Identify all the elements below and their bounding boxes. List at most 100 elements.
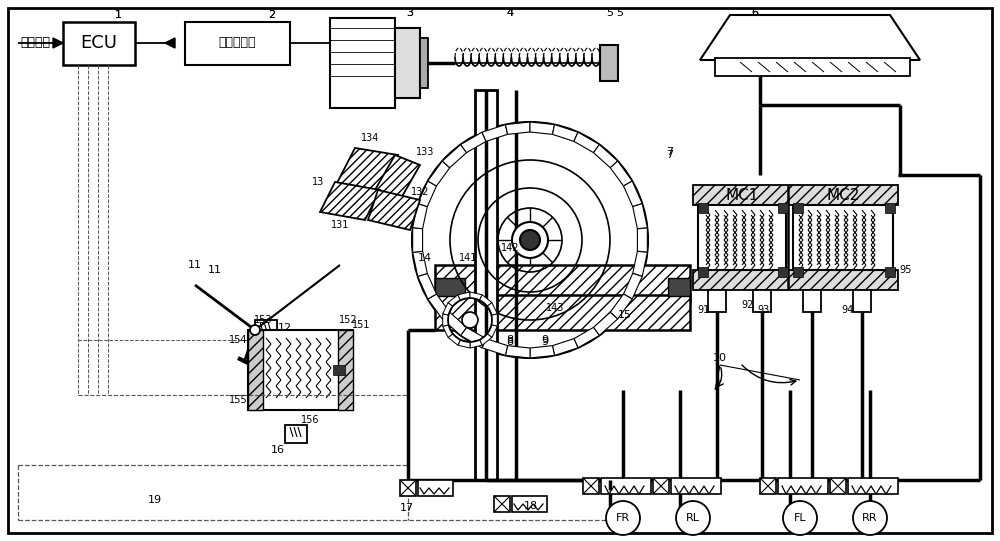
Text: 7: 7 xyxy=(666,150,674,160)
Polygon shape xyxy=(470,340,482,348)
Bar xyxy=(708,290,726,312)
Bar xyxy=(885,203,895,213)
Bar xyxy=(693,185,898,205)
Circle shape xyxy=(853,501,887,535)
Polygon shape xyxy=(413,251,427,276)
Bar xyxy=(715,58,910,76)
Bar xyxy=(671,478,721,494)
Text: 16: 16 xyxy=(271,445,285,455)
Text: 17: 17 xyxy=(400,503,414,513)
Bar xyxy=(693,270,898,290)
Text: 151: 151 xyxy=(352,320,370,330)
Polygon shape xyxy=(461,327,486,348)
Text: 5: 5 xyxy=(606,8,614,18)
Text: 11: 11 xyxy=(208,265,222,275)
Bar xyxy=(248,330,263,410)
Polygon shape xyxy=(428,294,450,319)
Bar xyxy=(698,267,708,277)
Text: FR: FR xyxy=(616,513,630,523)
Text: 1: 1 xyxy=(114,10,122,20)
Text: 94: 94 xyxy=(842,305,854,315)
Bar xyxy=(255,320,277,338)
Bar xyxy=(435,278,465,296)
Polygon shape xyxy=(368,190,420,230)
Text: 车辆信息: 车辆信息 xyxy=(20,36,50,49)
Circle shape xyxy=(250,325,260,335)
Bar xyxy=(333,365,345,375)
Text: 7: 7 xyxy=(666,147,674,157)
Bar xyxy=(753,290,771,312)
Text: 154: 154 xyxy=(229,335,247,345)
Bar xyxy=(63,22,135,65)
Polygon shape xyxy=(505,122,530,134)
Bar xyxy=(400,480,416,496)
Bar xyxy=(418,480,453,496)
Polygon shape xyxy=(482,124,508,141)
Text: 132: 132 xyxy=(411,187,429,197)
Bar xyxy=(185,22,290,65)
Polygon shape xyxy=(413,228,423,252)
Polygon shape xyxy=(470,292,482,300)
Polygon shape xyxy=(610,294,632,319)
Circle shape xyxy=(676,501,710,535)
Polygon shape xyxy=(442,312,467,335)
Polygon shape xyxy=(491,314,497,326)
Text: 6: 6 xyxy=(752,8,759,18)
Text: ECU: ECU xyxy=(80,34,118,52)
Polygon shape xyxy=(530,346,555,358)
Text: 电机控制器: 电机控制器 xyxy=(218,36,256,49)
Polygon shape xyxy=(530,122,555,134)
Bar xyxy=(793,205,893,270)
Polygon shape xyxy=(610,161,632,186)
Bar xyxy=(853,290,871,312)
Polygon shape xyxy=(458,292,470,300)
Text: 8: 8 xyxy=(506,337,514,347)
Polygon shape xyxy=(443,325,453,338)
Bar xyxy=(793,203,803,213)
Polygon shape xyxy=(448,334,460,345)
Polygon shape xyxy=(487,325,497,338)
Polygon shape xyxy=(574,132,599,153)
Text: 155: 155 xyxy=(229,395,247,405)
Polygon shape xyxy=(505,346,530,358)
Polygon shape xyxy=(487,302,497,315)
Text: 2: 2 xyxy=(268,10,276,20)
Text: 19: 19 xyxy=(148,495,162,505)
Bar xyxy=(494,496,510,512)
Text: 91: 91 xyxy=(697,305,709,315)
Polygon shape xyxy=(633,203,647,229)
Polygon shape xyxy=(480,334,492,345)
Text: RL: RL xyxy=(686,513,700,523)
Bar xyxy=(778,478,828,494)
Text: 12: 12 xyxy=(278,323,292,333)
Bar xyxy=(885,267,895,277)
Text: RR: RR xyxy=(862,513,878,523)
Bar xyxy=(760,478,776,494)
Text: 9: 9 xyxy=(541,335,549,345)
Bar xyxy=(778,203,788,213)
Polygon shape xyxy=(53,38,63,48)
Text: 1: 1 xyxy=(114,10,122,20)
Polygon shape xyxy=(624,273,642,299)
Circle shape xyxy=(512,222,548,258)
Bar xyxy=(803,290,821,312)
Text: 10: 10 xyxy=(713,353,727,363)
Bar xyxy=(583,478,599,494)
Text: 3: 3 xyxy=(406,8,414,18)
Text: 8: 8 xyxy=(506,335,514,345)
Circle shape xyxy=(606,501,640,535)
Text: 93: 93 xyxy=(757,305,769,315)
Bar xyxy=(338,330,353,410)
Text: 18: 18 xyxy=(524,501,538,511)
Polygon shape xyxy=(633,251,647,276)
Polygon shape xyxy=(458,340,470,348)
Text: 4: 4 xyxy=(506,8,514,18)
Text: 13: 13 xyxy=(312,177,324,187)
Text: 142: 142 xyxy=(501,243,519,253)
Text: 5: 5 xyxy=(616,8,624,18)
Text: MC1: MC1 xyxy=(725,188,759,202)
Polygon shape xyxy=(418,181,436,207)
Bar xyxy=(600,45,618,81)
Bar xyxy=(653,478,669,494)
Text: 134: 134 xyxy=(361,133,379,143)
